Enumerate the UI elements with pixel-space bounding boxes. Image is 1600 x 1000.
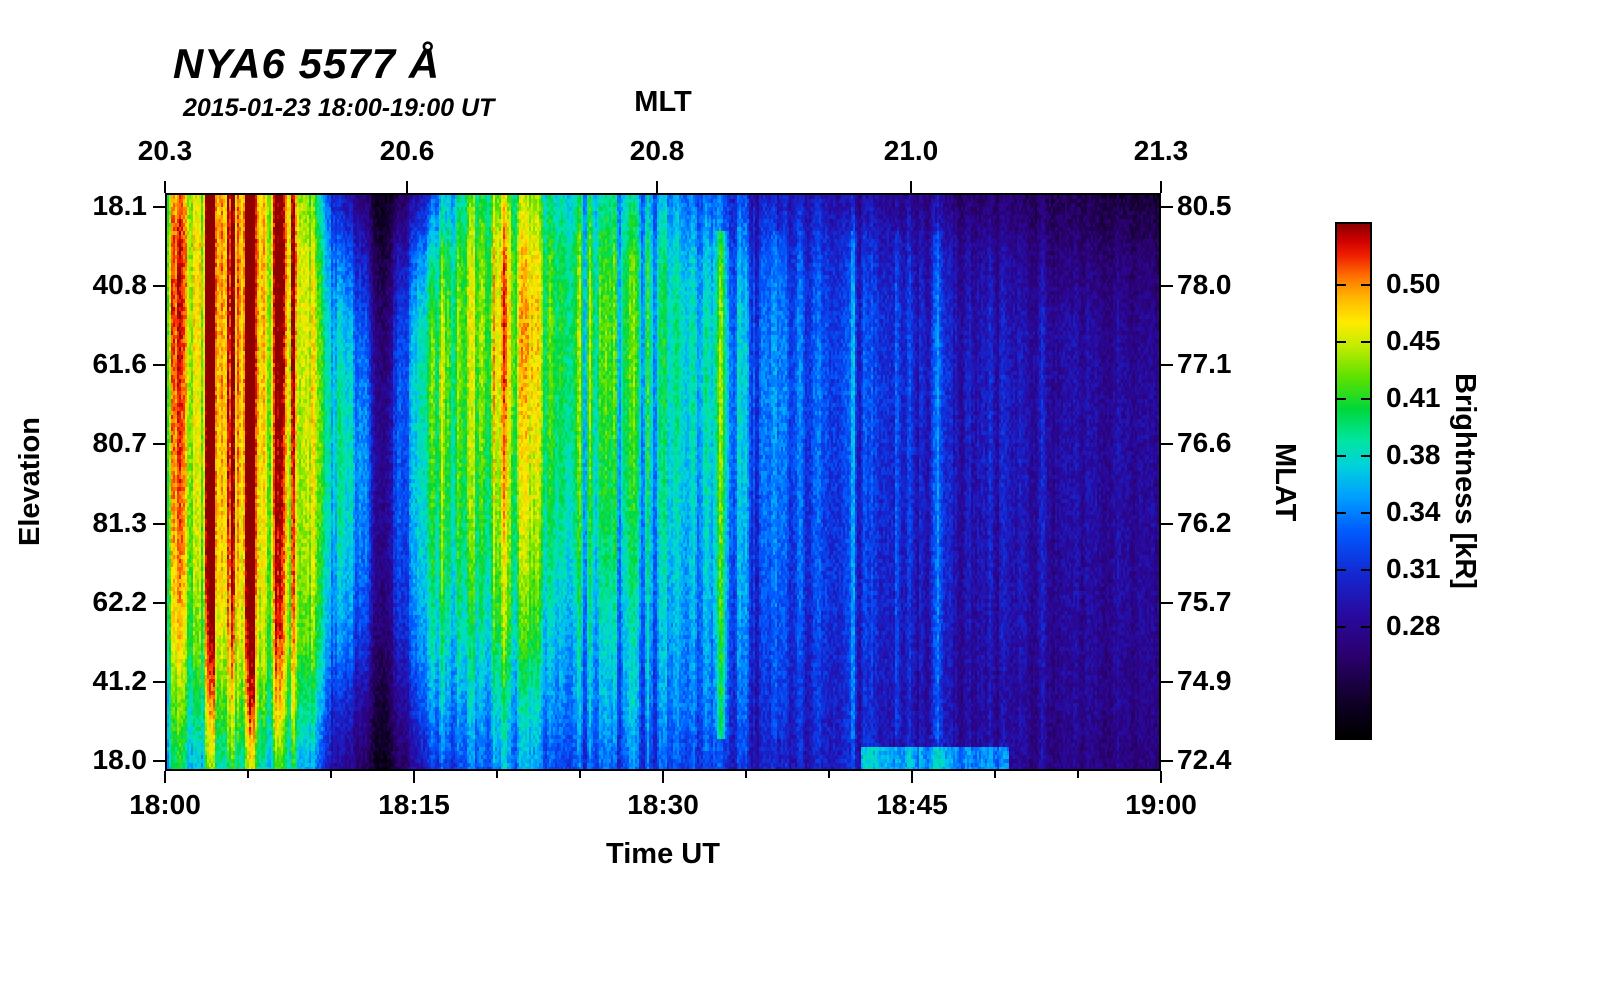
elevation-tick (153, 760, 165, 763)
mlat-tick (1161, 760, 1173, 763)
x-minor-tick (579, 771, 582, 778)
mlt-tick-label: 20.3 (137, 135, 193, 166)
mlat-tick (1161, 285, 1173, 288)
mlt-tick (656, 181, 659, 193)
x-minor-tick (993, 771, 996, 778)
mlat-tick (1161, 522, 1173, 525)
mlat-tick-label: 76.2 (1177, 506, 1232, 538)
colorbar-tick-label: 0.41 (1386, 381, 1441, 413)
chart-title: NYA6 5577 Å (173, 40, 441, 87)
x-tick-label: 18:00 (129, 789, 201, 820)
x-minor-tick (1077, 771, 1080, 778)
colorbar-tick (1337, 568, 1346, 571)
elevation-tick (153, 205, 165, 208)
colorbar-tick (1361, 454, 1370, 457)
mlat-tick-label: 80.5 (1177, 189, 1232, 221)
x-minor-tick (246, 771, 249, 778)
mlt-tick (1160, 181, 1162, 193)
colorbar-tick-label: 0.31 (1386, 552, 1441, 584)
colorbar-tick (1361, 625, 1370, 628)
mlat-tick (1161, 443, 1173, 446)
mlat-tick (1161, 205, 1173, 208)
elevation-tick-label: 62.2 (92, 585, 148, 617)
elevation-tick-label: 18.0 (92, 744, 148, 776)
mlat-tick-label: 78.0 (1177, 269, 1232, 301)
elevation-tick-label: 61.6 (92, 348, 148, 380)
elevation-tick-label: 18.1 (92, 189, 148, 221)
elevation-tick (153, 680, 165, 683)
x-minor-tick (828, 771, 831, 778)
heatmap-canvas (167, 195, 1159, 769)
mlt-tick-label: 21.3 (1133, 135, 1189, 166)
colorbar-tick (1361, 568, 1370, 571)
colorbar-tick (1361, 283, 1370, 286)
x-tick-label: 19:00 (1125, 789, 1197, 820)
x-minor-tick (495, 771, 498, 778)
x-minor-tick (330, 771, 333, 778)
mlt-tick-label: 20.8 (629, 135, 685, 166)
mlat-tick (1161, 680, 1173, 683)
colorbar-tick-label: 0.28 (1386, 609, 1441, 641)
elevation-tick-label: 81.3 (92, 506, 148, 538)
colorbar-tick (1361, 511, 1370, 514)
colorbar-tick (1337, 625, 1346, 628)
mlt-tick-label: 21.0 (883, 135, 939, 166)
colorbar-tick-label: 0.34 (1386, 495, 1441, 527)
mlt-tick (164, 181, 166, 193)
colorbar-tick-label: 0.45 (1386, 324, 1441, 356)
x-tick-label: 18:15 (378, 789, 450, 820)
colorbar-tick (1337, 340, 1346, 343)
colorbar-tick (1337, 454, 1346, 457)
colorbar-tick-label: 0.38 (1386, 438, 1441, 470)
x-tick-label: 18:45 (876, 789, 948, 820)
plot-area (165, 193, 1161, 771)
colorbar-tick (1337, 283, 1346, 286)
x-major-tick (413, 771, 415, 783)
colorbar-tick (1337, 511, 1346, 514)
elevation-tick (153, 364, 165, 367)
elevation-tick (153, 522, 165, 525)
colorbar-tick (1361, 397, 1370, 400)
elevation-tick-label: 41.2 (92, 664, 148, 696)
mlat-tick (1161, 601, 1173, 604)
colorbar (1335, 222, 1372, 740)
elevation-tick (153, 443, 165, 446)
colorbar-canvas (1337, 224, 1370, 738)
elevation-tick-label: 80.7 (92, 427, 148, 459)
top-axis-title: MLT (634, 86, 692, 118)
mlat-tick-label: 76.6 (1177, 427, 1232, 459)
mlt-tick (406, 181, 409, 193)
x-major-tick (662, 771, 664, 783)
mlat-tick-label: 74.9 (1177, 664, 1232, 696)
colorbar-tick (1337, 397, 1346, 400)
chart-subtitle: 2015-01-23 18:00-19:00 UT (183, 94, 495, 122)
x-axis-title: Time UT (606, 838, 720, 870)
colorbar-title: Brightness [kR] (1449, 373, 1481, 589)
mlat-tick-label: 75.7 (1177, 585, 1232, 617)
x-major-tick (911, 771, 913, 783)
elevation-tick (153, 285, 165, 288)
mlt-tick (910, 181, 912, 193)
x-major-tick (1160, 771, 1162, 783)
elevation-tick-label: 40.8 (92, 269, 148, 301)
mlat-tick-label: 77.1 (1177, 348, 1232, 380)
mlat-tick-label: 72.4 (1177, 744, 1232, 776)
y2-axis-title: MLAT (1269, 442, 1301, 522)
x-tick-label: 18:30 (627, 789, 699, 820)
elevation-tick (153, 601, 165, 604)
mlat-tick (1161, 364, 1173, 367)
colorbar-tick-label: 0.50 (1386, 267, 1441, 299)
mlt-tick-label: 20.6 (379, 135, 435, 166)
x-minor-tick (744, 771, 747, 778)
x-major-tick (164, 771, 166, 783)
colorbar-tick (1361, 340, 1370, 343)
